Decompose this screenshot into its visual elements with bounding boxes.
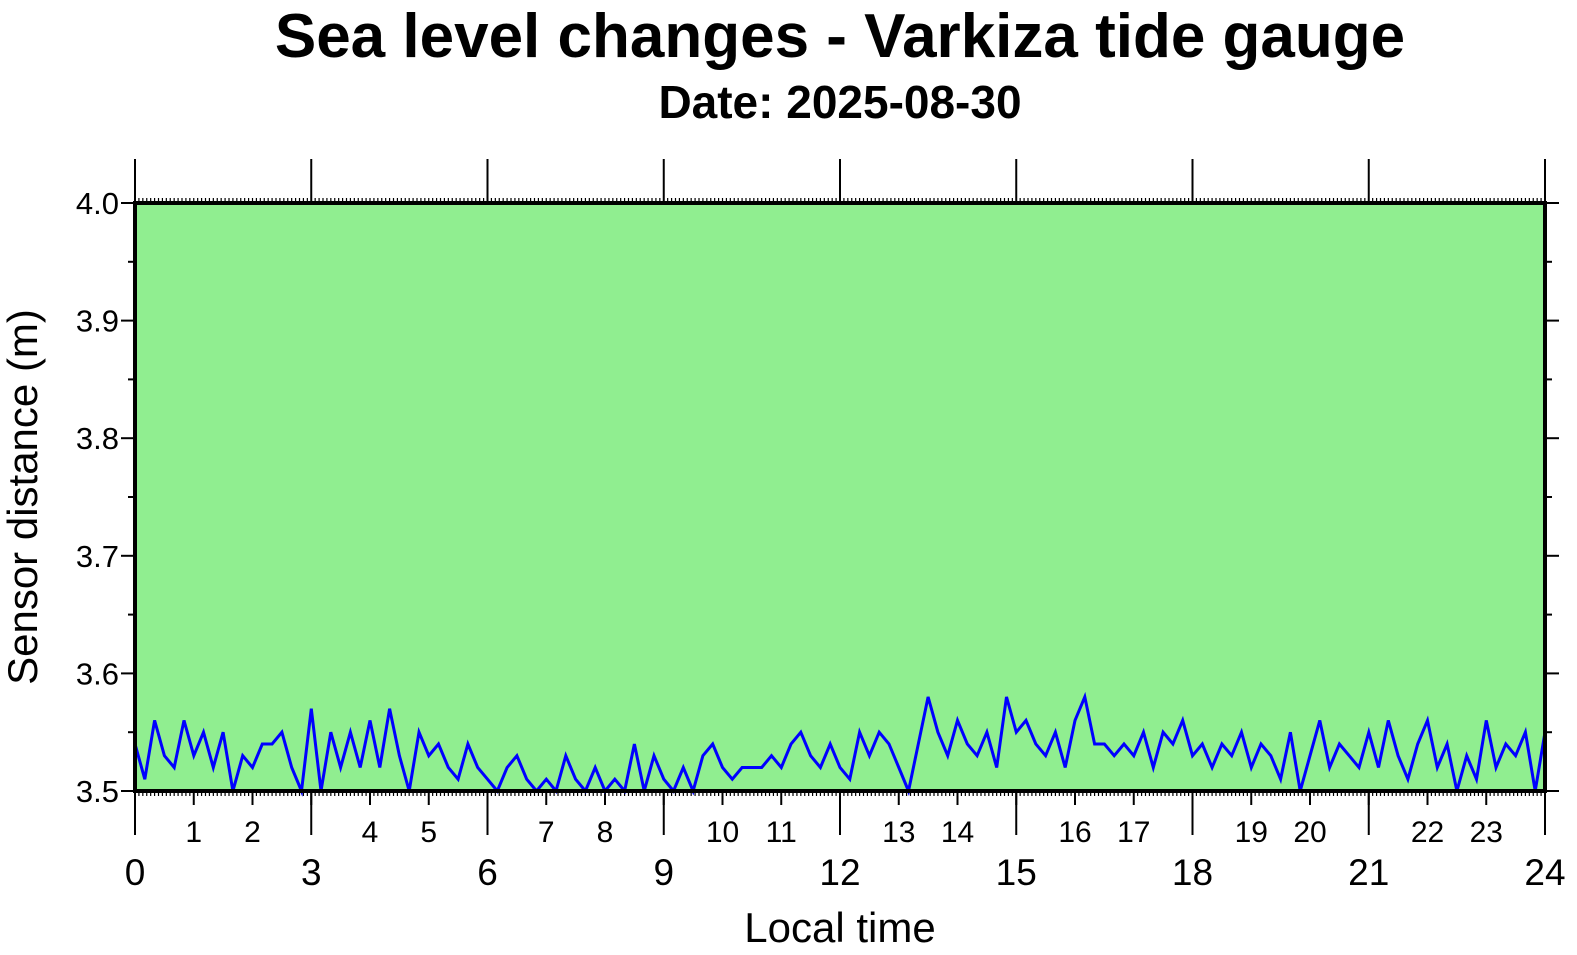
x-major-tick-label: 12	[819, 852, 860, 893]
x-major-tick-label: 3	[301, 852, 322, 893]
x-major-tick-label: 15	[996, 852, 1037, 893]
x-major-tick-label: 6	[477, 852, 498, 893]
x-minor-tick-label: 7	[538, 816, 555, 849]
y-tick-label: 3.7	[76, 539, 119, 574]
x-minor-tick-label: 17	[1117, 816, 1150, 849]
plot-area	[135, 203, 1545, 791]
x-major-tick-label: 0	[125, 852, 146, 893]
y-tick-label: 4.0	[76, 186, 119, 221]
x-minor-tick-label: 8	[597, 816, 614, 849]
x-minor-tick-label: 5	[420, 816, 437, 849]
x-minor-tick-label: 1	[185, 816, 202, 849]
x-major-tick-label: 24	[1524, 852, 1565, 893]
x-major-tick-label: 18	[1172, 852, 1213, 893]
x-axis-label: Local time	[744, 904, 935, 950]
x-major-tick-label: 9	[653, 852, 674, 893]
y-tick-label: 3.6	[76, 656, 119, 691]
x-minor-tick-label: 14	[941, 816, 974, 849]
chart-subtitle: Date: 2025-08-30	[658, 76, 1021, 128]
x-major-tick-label: 21	[1348, 852, 1389, 893]
x-minor-tick-label: 20	[1293, 816, 1326, 849]
x-minor-tick-label: 11	[766, 816, 797, 849]
x-minor-tick-label: 19	[1235, 816, 1268, 849]
x-minor-tick-label: 10	[706, 816, 739, 849]
x-minor-tick-label: 4	[362, 816, 379, 849]
y-tick-label: 3.9	[76, 304, 119, 339]
y-tick-label: 3.8	[76, 421, 119, 456]
x-minor-tick-label: 23	[1470, 816, 1503, 849]
x-minor-tick-label: 2	[244, 816, 261, 849]
plot-frame	[133, 201, 1547, 793]
x-minor-tick-label: 16	[1058, 816, 1091, 849]
chart-title: Sea level changes - Varkiza tide gauge	[275, 2, 1405, 71]
sea-level-series-line	[133, 691, 1547, 797]
y-tick-label: 3.5	[76, 774, 119, 809]
y-axis-label: Sensor distance (m)	[0, 309, 46, 685]
x-minor-tick-label: 22	[1411, 816, 1444, 849]
x-minor-tick-label: 13	[882, 816, 915, 849]
